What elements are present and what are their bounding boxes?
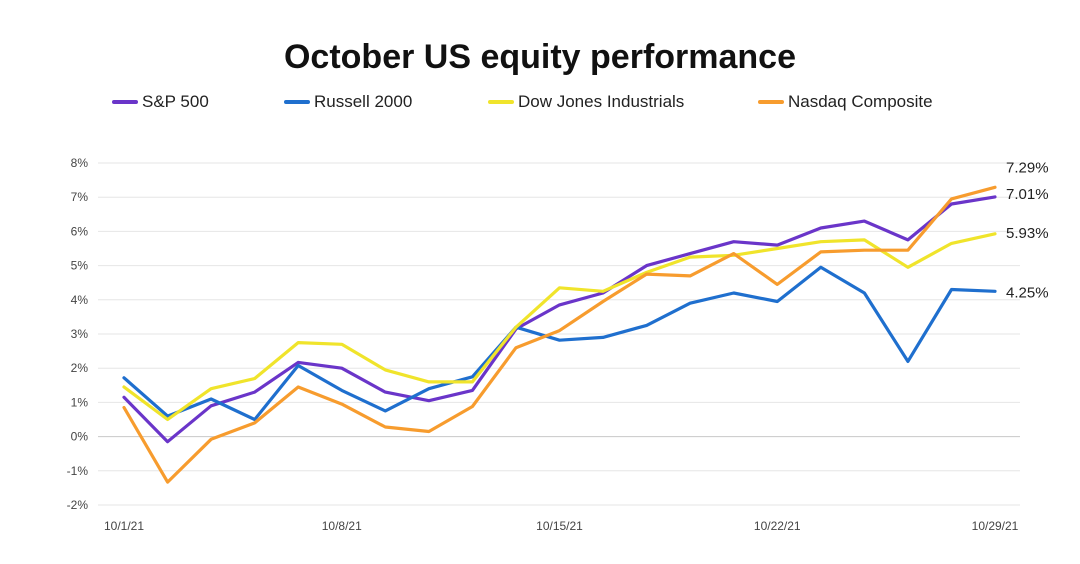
legend-label-russell2000: Russell 2000 [314, 92, 413, 111]
legend-label-nasdaq: Nasdaq Composite [788, 92, 933, 111]
y-tick-label: 4% [71, 293, 89, 307]
x-tick-label: 10/29/21 [972, 519, 1019, 533]
legend-item-russell2000: Russell 2000 [284, 92, 412, 112]
end-value-label: 5.93% [1006, 225, 1049, 242]
y-tick-label: 6% [71, 224, 89, 238]
x-tick-label: 10/22/21 [754, 519, 801, 533]
legend-swatch-dow-jones [488, 100, 514, 104]
y-tick-label: 5% [71, 259, 89, 273]
y-tick-label: -1% [67, 464, 89, 478]
legend-swatch-russell2000 [284, 100, 310, 104]
legend-label-dow-jones: Dow Jones Industrials [518, 92, 685, 111]
y-tick-label: 7% [71, 190, 89, 204]
series-line-dow-jones-industrials [122, 232, 997, 422]
end-value-label: 7.01% [1006, 186, 1049, 203]
x-tick-label: 10/8/21 [322, 519, 362, 533]
end-value-label: 7.29% [1006, 159, 1049, 176]
legend-item-dow-jones: Dow Jones Industrials [488, 92, 684, 112]
legend-item-sp500: S&P 500 [112, 92, 209, 112]
legend-item-nasdaq: Nasdaq Composite [758, 92, 933, 112]
chart-title: October US equity performance [283, 38, 796, 76]
y-tick-label: 3% [71, 327, 89, 341]
y-tick-label: 0% [71, 430, 89, 444]
series-line-russell-2000 [122, 265, 997, 422]
y-tick-label: 2% [71, 361, 89, 375]
end-value-label: 4.25% [1006, 284, 1049, 301]
legend-swatch-nasdaq [758, 100, 784, 104]
legend-swatch-sp500 [112, 100, 138, 104]
y-tick-label: 1% [71, 395, 89, 409]
series-line-nasdaq-composite [122, 185, 997, 484]
x-tick-label: 10/1/21 [104, 519, 144, 533]
y-tick-label: 8% [71, 156, 89, 170]
series-line-s-p-500 [122, 195, 997, 444]
chart-legend: S&P 500 Russell 2000 Dow Jones Industria… [0, 92, 1080, 114]
y-tick-label: -2% [67, 498, 89, 512]
legend-label-sp500: S&P 500 [142, 92, 209, 111]
x-tick-label: 10/15/21 [536, 519, 583, 533]
